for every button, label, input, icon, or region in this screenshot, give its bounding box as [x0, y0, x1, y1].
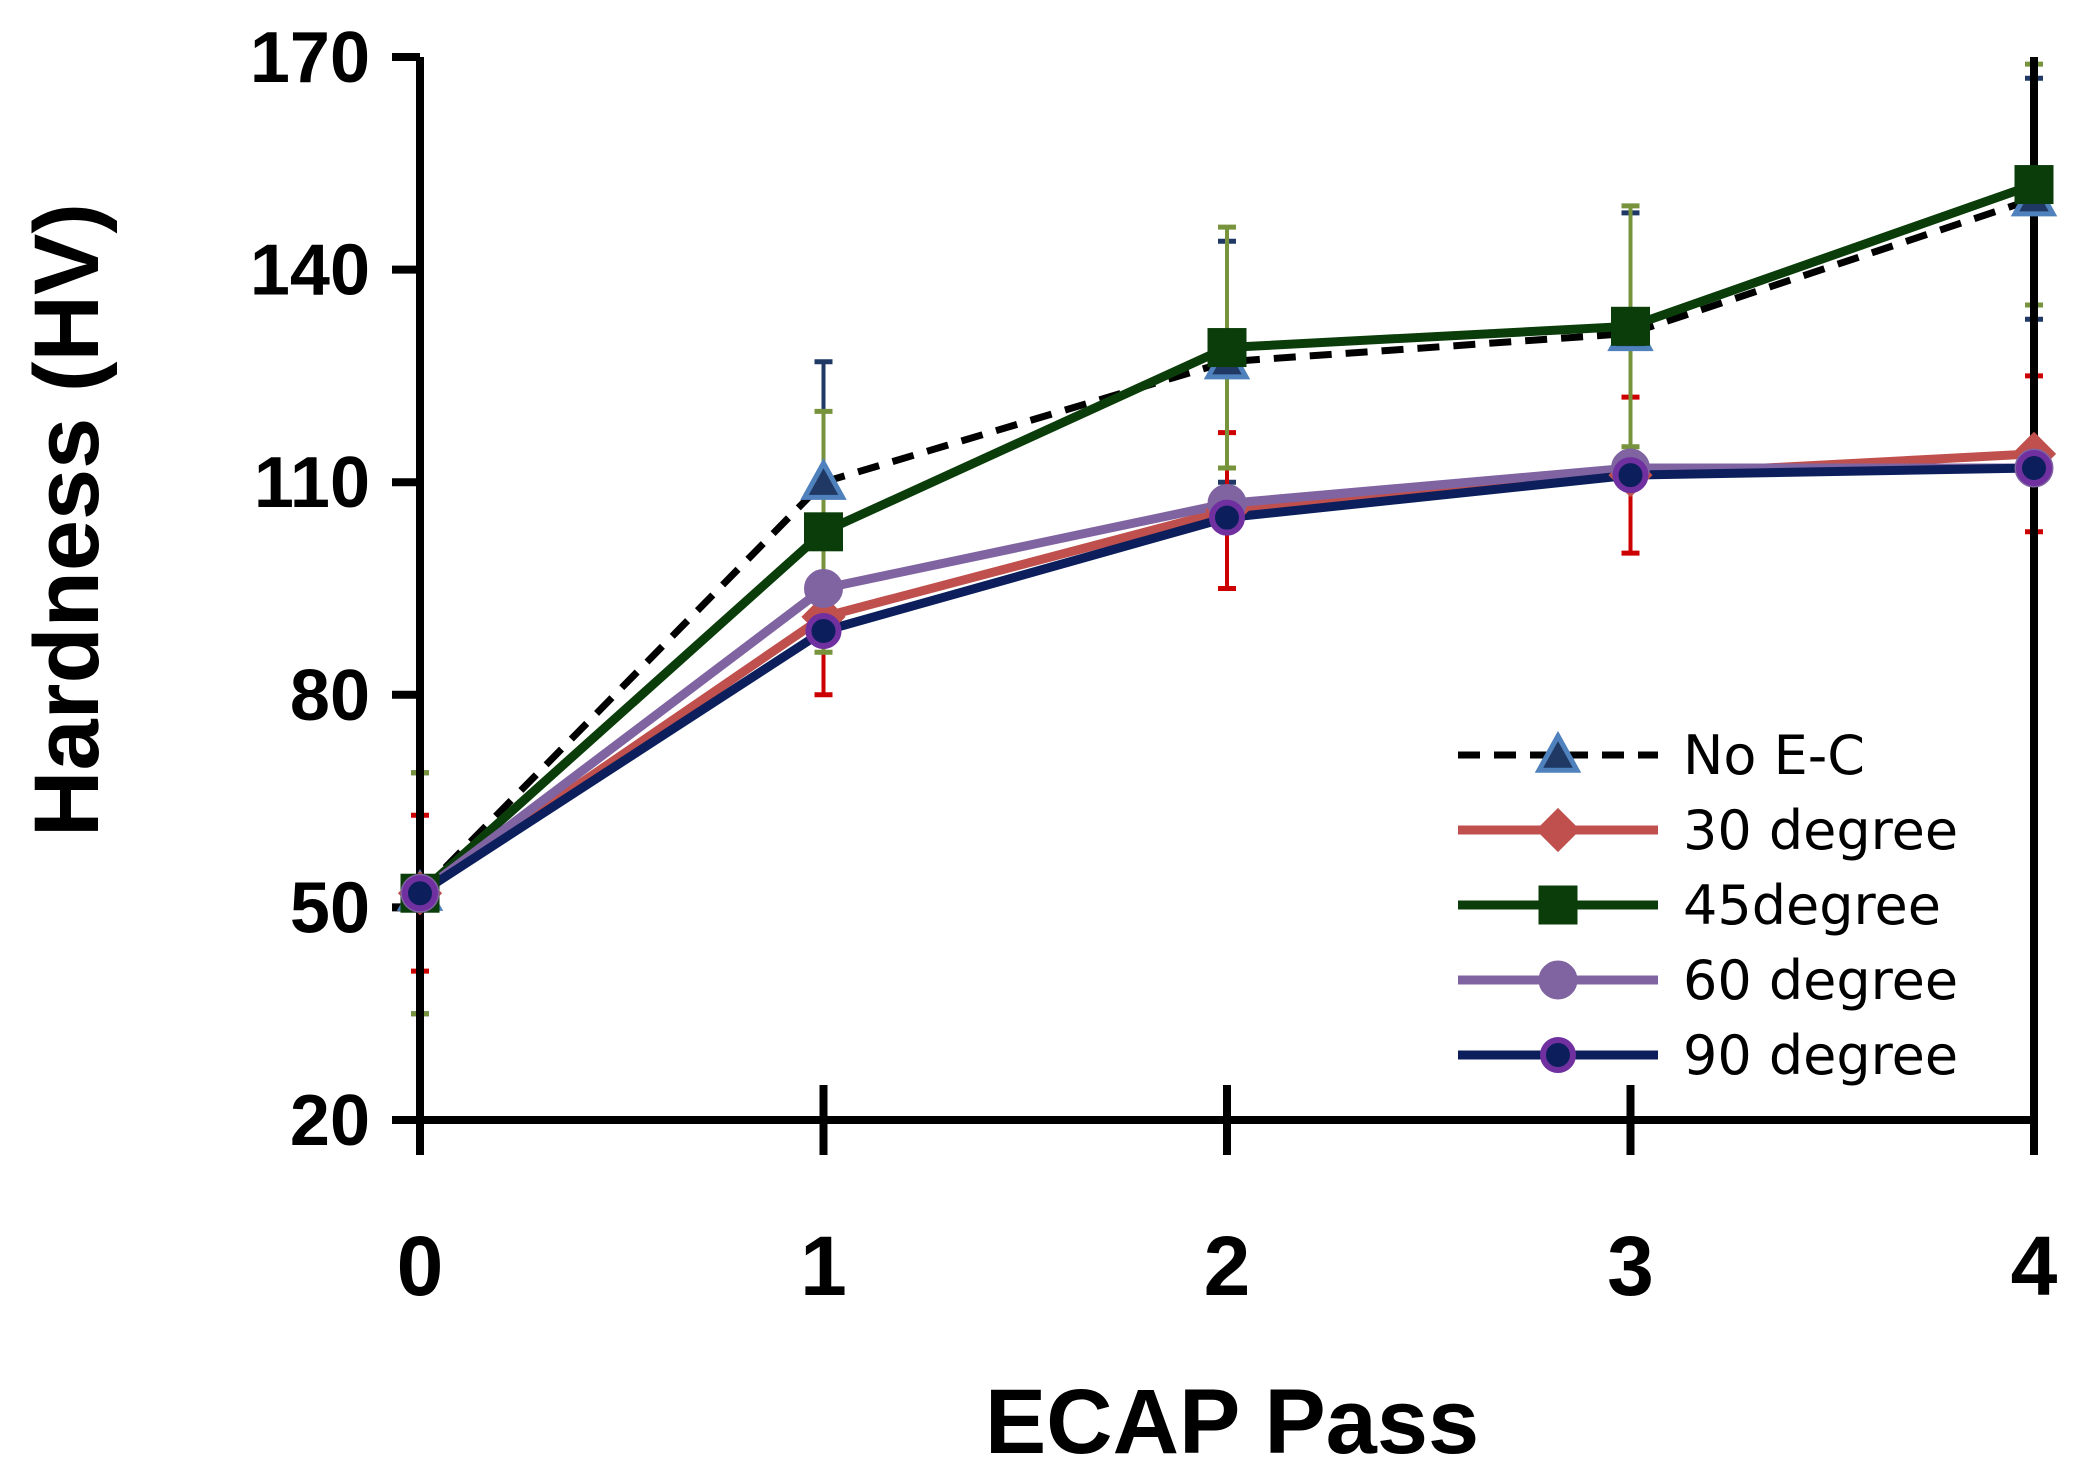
legend-label: 90 degree — [1683, 1024, 1958, 1087]
x-tick-label: 4 — [2011, 1219, 2058, 1313]
tick-labels: 20 50 80 110 140 170 0 1 2 3 4 — [250, 18, 2058, 1313]
legend-marker — [1535, 807, 1581, 853]
legend-label: 45degree — [1683, 874, 1941, 937]
x-tick-label: 1 — [800, 1219, 847, 1313]
data-point — [1207, 328, 1247, 368]
legend: No E-C 30 degree 45degree 60 degree 90 degre… — [1458, 724, 1958, 1087]
legend-label: 60 degree — [1683, 949, 1958, 1012]
series-markers — [396, 165, 2058, 916]
x-tick-label: 2 — [1204, 1219, 1251, 1313]
y-axis-title: Hardness (HV) — [16, 203, 118, 837]
x-tick-label: 3 — [1607, 1219, 1654, 1313]
data-point — [800, 458, 847, 500]
y-tick-label: 140 — [250, 231, 370, 311]
data-point — [1611, 306, 1650, 346]
data-point — [2014, 165, 2054, 205]
y-tick-label: 50 — [290, 868, 370, 948]
error-bars — [411, 61, 2043, 1017]
data-point — [1209, 499, 1245, 536]
legend-marker — [1538, 960, 1578, 1000]
legend-label: 30 degree — [1683, 799, 1958, 862]
data-point — [805, 613, 842, 650]
legend-label: No E-C — [1683, 724, 1865, 787]
y-tick-label: 110 — [254, 443, 370, 523]
x-tick-label: 0 — [397, 1219, 444, 1313]
data-point — [2016, 450, 2052, 487]
y-tick-label: 20 — [290, 1081, 370, 1161]
data-point — [804, 569, 843, 608]
y-tick-label: 80 — [290, 656, 370, 736]
legend-marker — [1534, 730, 1582, 773]
y-tick-label: 170 — [250, 18, 370, 98]
data-point — [804, 512, 843, 552]
axis-titles: ECAP Pass Hardness (HV) — [16, 203, 1479, 1473]
x-axis-title: ECAP Pass — [985, 1371, 1479, 1473]
data-point — [402, 875, 438, 912]
legend-marker — [1540, 1037, 1576, 1073]
legend-marker — [1538, 885, 1578, 925]
data-point — [1612, 457, 1649, 494]
